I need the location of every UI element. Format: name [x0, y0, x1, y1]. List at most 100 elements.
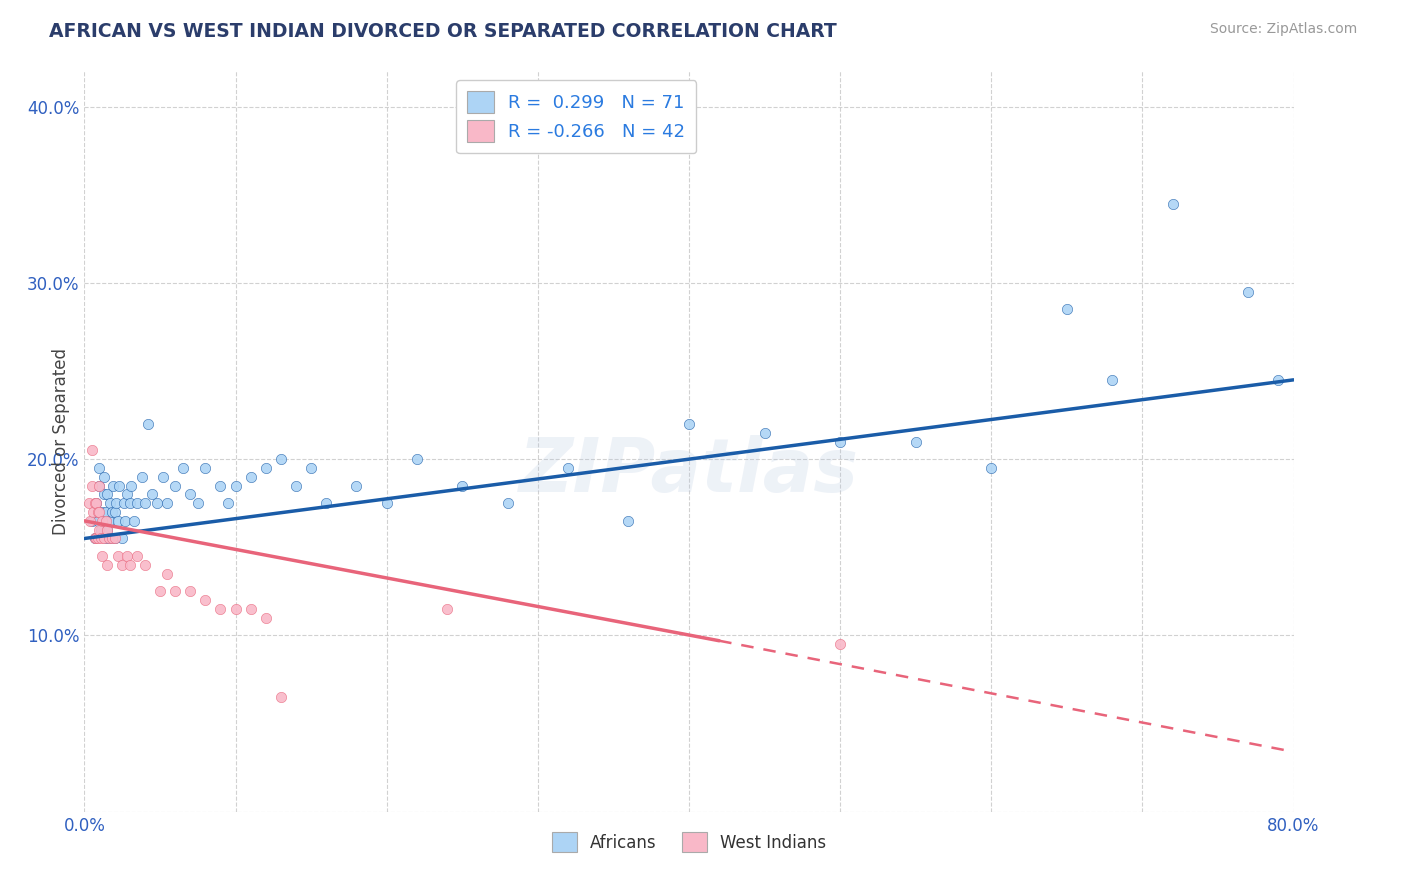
Point	[108, 478, 131, 492]
Point	[134, 558, 156, 572]
Point	[98, 496, 121, 510]
Point	[270, 452, 292, 467]
Point	[406, 452, 429, 467]
Point	[285, 478, 308, 492]
Text: AFRICAN VS WEST INDIAN DIVORCED OR SEPARATED CORRELATION CHART: AFRICAN VS WEST INDIAN DIVORCED OR SEPAR…	[49, 22, 837, 41]
Point	[225, 602, 247, 616]
Point	[100, 505, 122, 519]
Point	[830, 637, 852, 651]
Point	[93, 470, 115, 484]
Point	[194, 461, 217, 475]
Point	[100, 532, 122, 546]
Point	[127, 496, 149, 510]
Point	[165, 478, 187, 492]
Point	[179, 584, 201, 599]
Point	[436, 602, 458, 616]
Point	[1101, 373, 1123, 387]
Point	[104, 532, 127, 546]
Point	[152, 470, 174, 484]
Point	[1056, 302, 1078, 317]
Point	[91, 549, 114, 563]
Point	[149, 584, 172, 599]
Point	[107, 514, 129, 528]
Text: Source: ZipAtlas.com: Source: ZipAtlas.com	[1209, 22, 1357, 37]
Point	[105, 496, 128, 510]
Point	[146, 496, 169, 510]
Point	[299, 461, 322, 475]
Point	[96, 523, 118, 537]
Point	[134, 496, 156, 510]
Point	[315, 496, 337, 510]
Point	[87, 532, 110, 546]
Point	[451, 478, 474, 492]
Point	[82, 505, 104, 519]
Point	[1237, 285, 1260, 299]
Point	[254, 611, 277, 625]
Legend: Africans, West Indians: Africans, West Indians	[546, 825, 832, 859]
Text: ZIPatlas: ZIPatlas	[519, 434, 859, 508]
Point	[77, 496, 100, 510]
Point	[754, 425, 776, 440]
Point	[209, 602, 232, 616]
Y-axis label: Divorced or Separated: Divorced or Separated	[52, 348, 70, 535]
Point	[89, 505, 111, 519]
Point	[1267, 373, 1289, 387]
Point	[557, 461, 579, 475]
Point	[830, 434, 852, 449]
Point	[118, 558, 141, 572]
Point	[80, 478, 103, 492]
Point	[94, 532, 117, 546]
Point	[118, 496, 141, 510]
Point	[89, 461, 111, 475]
Point	[87, 505, 110, 519]
Point	[115, 487, 138, 501]
Point	[187, 496, 209, 510]
Point	[86, 496, 108, 510]
Point	[101, 478, 124, 492]
Point	[87, 514, 110, 528]
Point	[79, 514, 101, 528]
Point	[254, 461, 277, 475]
Point	[127, 549, 149, 563]
Point	[112, 496, 135, 510]
Point	[80, 514, 103, 528]
Point	[156, 566, 179, 581]
Point	[97, 514, 120, 528]
Point	[156, 496, 179, 510]
Point	[104, 505, 127, 519]
Point	[172, 461, 194, 475]
Point	[111, 532, 134, 546]
Point	[86, 532, 108, 546]
Point	[122, 514, 145, 528]
Point	[136, 417, 159, 431]
Point	[194, 593, 217, 607]
Point	[375, 496, 398, 510]
Point	[80, 443, 103, 458]
Point	[346, 478, 368, 492]
Point	[89, 478, 111, 492]
Point	[179, 487, 201, 501]
Point	[98, 532, 121, 546]
Point	[89, 523, 111, 537]
Point	[97, 532, 120, 546]
Point	[96, 523, 118, 537]
Point	[96, 558, 118, 572]
Point	[93, 487, 115, 501]
Point	[217, 496, 239, 510]
Point	[165, 584, 187, 599]
Point	[114, 514, 136, 528]
Point	[239, 602, 262, 616]
Point	[90, 532, 112, 546]
Point	[94, 505, 117, 519]
Point	[617, 514, 640, 528]
Point	[84, 532, 107, 546]
Point	[84, 532, 107, 546]
Point	[94, 514, 117, 528]
Point	[93, 532, 115, 546]
Point	[91, 514, 114, 528]
Point	[96, 487, 118, 501]
Point	[89, 478, 111, 492]
Point	[904, 434, 927, 449]
Point	[86, 496, 108, 510]
Point	[120, 478, 142, 492]
